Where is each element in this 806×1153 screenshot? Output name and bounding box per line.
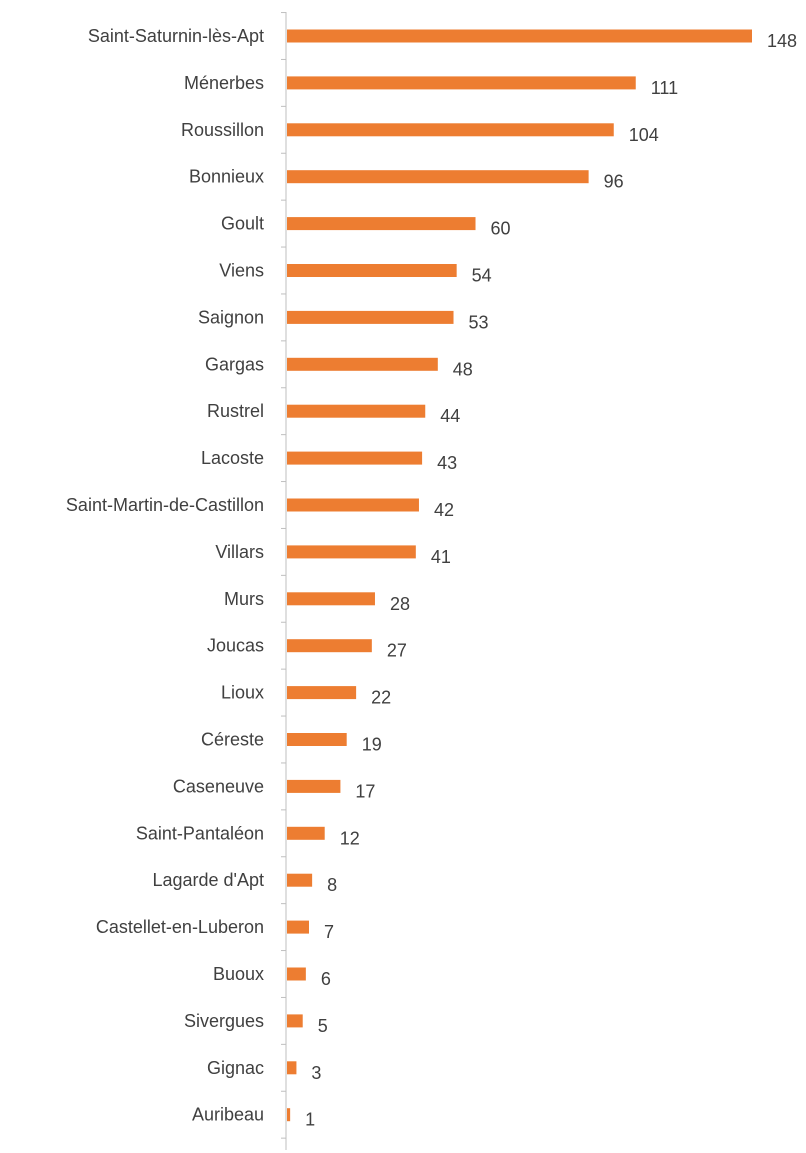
bar xyxy=(287,217,476,231)
category-label: Gignac xyxy=(207,1058,264,1078)
category-label: Auribeau xyxy=(192,1105,264,1125)
value-label: 19 xyxy=(362,735,382,755)
bar xyxy=(287,310,454,324)
bar xyxy=(287,733,347,746)
value-label: 12 xyxy=(340,828,360,848)
category-label: Roussillon xyxy=(181,120,264,140)
category-label: Lioux xyxy=(221,683,264,703)
value-label: 48 xyxy=(453,359,473,379)
bar xyxy=(287,29,752,43)
value-label: 6 xyxy=(321,969,331,989)
value-label: 41 xyxy=(431,547,451,567)
value-label: 104 xyxy=(629,125,659,145)
category-label: Castellet-en-Luberon xyxy=(96,917,264,937)
bar xyxy=(287,357,438,371)
value-label: 60 xyxy=(491,219,511,239)
bar xyxy=(287,639,372,653)
category-label: Lacoste xyxy=(201,448,264,468)
value-label: 111 xyxy=(651,78,678,98)
bar xyxy=(287,826,325,840)
bar xyxy=(287,592,375,606)
value-label: 5 xyxy=(318,1016,328,1036)
value-label: 3 xyxy=(311,1063,321,1083)
value-label: 27 xyxy=(387,641,407,661)
category-labels: Saint-Saturnin-lès-Apt Ménerbes Roussillon… xyxy=(66,26,264,1125)
value-label: 28 xyxy=(390,594,410,614)
bar xyxy=(287,686,357,700)
category-label: Villars xyxy=(215,542,264,562)
value-labels: 1481111049660545348444342412827221917128… xyxy=(305,31,797,1130)
bar xyxy=(287,264,457,277)
value-label: 96 xyxy=(604,172,624,192)
bar xyxy=(287,1108,291,1122)
category-label: Rustrel xyxy=(207,401,264,421)
category-label: Ménerbes xyxy=(184,73,264,93)
category-label: Gargas xyxy=(205,354,264,374)
value-label: 54 xyxy=(472,266,492,286)
bar xyxy=(287,1014,303,1028)
value-label: 42 xyxy=(434,500,454,520)
category-label: Buoux xyxy=(213,964,264,984)
category-label: Bonnieux xyxy=(189,167,264,187)
category-label: Saignon xyxy=(198,307,264,327)
bar xyxy=(287,76,636,90)
value-label: 8 xyxy=(327,875,337,895)
category-label: Viens xyxy=(219,261,264,281)
category-label: Saint-Saturnin-lès-Apt xyxy=(88,26,264,46)
category-label: Céreste xyxy=(201,730,264,750)
category-label: Caseneuve xyxy=(173,776,264,796)
category-label: Sivergues xyxy=(184,1011,264,1031)
bar xyxy=(287,920,309,934)
bar xyxy=(287,404,426,418)
bar xyxy=(287,451,423,465)
category-label: Joucas xyxy=(207,636,264,656)
category-label: Saint-Pantaléon xyxy=(136,823,264,843)
value-label: 7 xyxy=(324,922,334,942)
bar xyxy=(287,123,614,137)
value-label: 53 xyxy=(469,312,489,332)
value-label: 43 xyxy=(437,453,457,473)
category-axis xyxy=(281,12,287,1150)
bar xyxy=(287,873,313,887)
bar xyxy=(287,779,341,793)
bar xyxy=(287,170,589,184)
value-label: 22 xyxy=(371,688,391,708)
category-label: Goult xyxy=(221,214,264,234)
value-label: 44 xyxy=(440,406,460,426)
bar xyxy=(287,498,419,512)
bar xyxy=(287,967,306,981)
category-label: Saint-Martin-de-Castillon xyxy=(66,495,264,515)
category-label: Lagarde d'Apt xyxy=(152,870,264,890)
bars xyxy=(287,29,752,1122)
bar xyxy=(287,1061,297,1075)
value-label: 1 xyxy=(305,1110,315,1130)
category-label: Murs xyxy=(224,589,264,609)
bar xyxy=(287,545,416,559)
value-label: 17 xyxy=(355,781,375,801)
value-label: 148 xyxy=(767,31,797,51)
